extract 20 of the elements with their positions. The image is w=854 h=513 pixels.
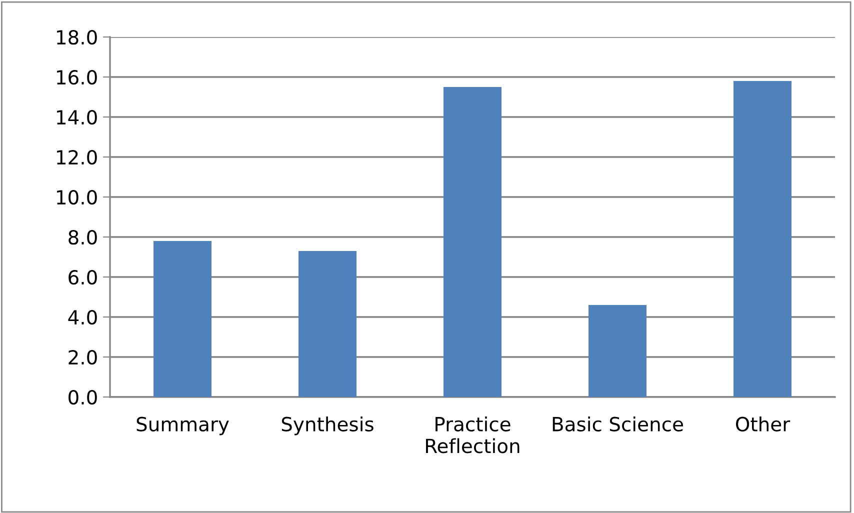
bar (588, 305, 646, 397)
bar (734, 81, 792, 397)
bar (298, 251, 356, 397)
y-tick-label: 4.0 (68, 310, 97, 325)
y-tick-label: 2.0 (68, 350, 97, 365)
x-tick-label: Practice Reflection (426, 416, 520, 454)
bar (444, 87, 502, 397)
y-tick-label: 10.0 (57, 190, 97, 205)
x-tick-label: Synthesis (282, 416, 374, 436)
x-tick-label: Other (736, 416, 790, 432)
x-tick-label: Basic Science (552, 416, 683, 432)
y-tick-label: 16.0 (57, 70, 97, 85)
y-tick-label: 12.0 (57, 150, 97, 165)
bar (154, 241, 212, 397)
y-tick-label: 18.0 (57, 30, 97, 45)
y-tick-label: 0.0 (68, 390, 97, 405)
y-tick-label: 8.0 (68, 230, 97, 245)
y-tick-label: 6.0 (68, 270, 97, 285)
y-tick-label: 14.0 (57, 110, 97, 125)
x-tick-label: Summary (136, 416, 229, 436)
